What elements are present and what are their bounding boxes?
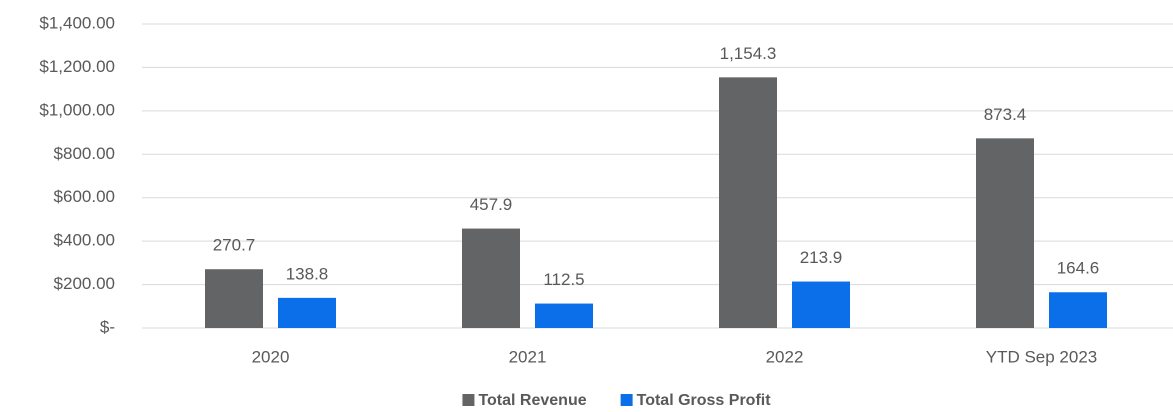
bar bbox=[462, 228, 520, 328]
legend-swatch bbox=[462, 394, 475, 406]
data-label: 873.4 bbox=[984, 105, 1027, 124]
bar bbox=[535, 303, 593, 328]
bar bbox=[205, 269, 263, 328]
x-tick-label: YTD Sep 2023 bbox=[986, 347, 1098, 366]
y-tick-label: $400.00 bbox=[54, 231, 115, 250]
y-tick-label: $1,200.00 bbox=[39, 57, 115, 76]
legend-label: Total Gross Profit bbox=[637, 392, 772, 409]
bar bbox=[792, 281, 850, 328]
data-label: 138.8 bbox=[286, 264, 329, 283]
data-label: 1,154.3 bbox=[720, 44, 777, 63]
legend-label: Total Revenue bbox=[478, 392, 586, 409]
data-label: 270.7 bbox=[213, 236, 256, 255]
data-label: 112.5 bbox=[543, 270, 584, 289]
bar bbox=[719, 77, 777, 329]
y-tick-label: $1,400.00 bbox=[39, 13, 115, 32]
x-tick-label: 2021 bbox=[509, 347, 547, 366]
bar bbox=[1049, 292, 1107, 328]
data-label: 457.9 bbox=[470, 195, 513, 214]
data-label: 164.6 bbox=[1057, 259, 1100, 278]
y-tick-label: $- bbox=[100, 317, 115, 336]
data-label: 213.9 bbox=[800, 248, 843, 267]
y-tick-label: $200.00 bbox=[54, 274, 115, 293]
bar bbox=[976, 138, 1034, 328]
y-tick-label: $1,000.00 bbox=[39, 100, 115, 119]
legend-swatch bbox=[620, 394, 633, 406]
y-tick-label: $600.00 bbox=[54, 187, 115, 206]
x-tick-label: 2022 bbox=[766, 347, 804, 366]
bar bbox=[278, 297, 336, 328]
x-tick-label: 2020 bbox=[252, 347, 290, 366]
y-tick-label: $800.00 bbox=[54, 144, 115, 163]
